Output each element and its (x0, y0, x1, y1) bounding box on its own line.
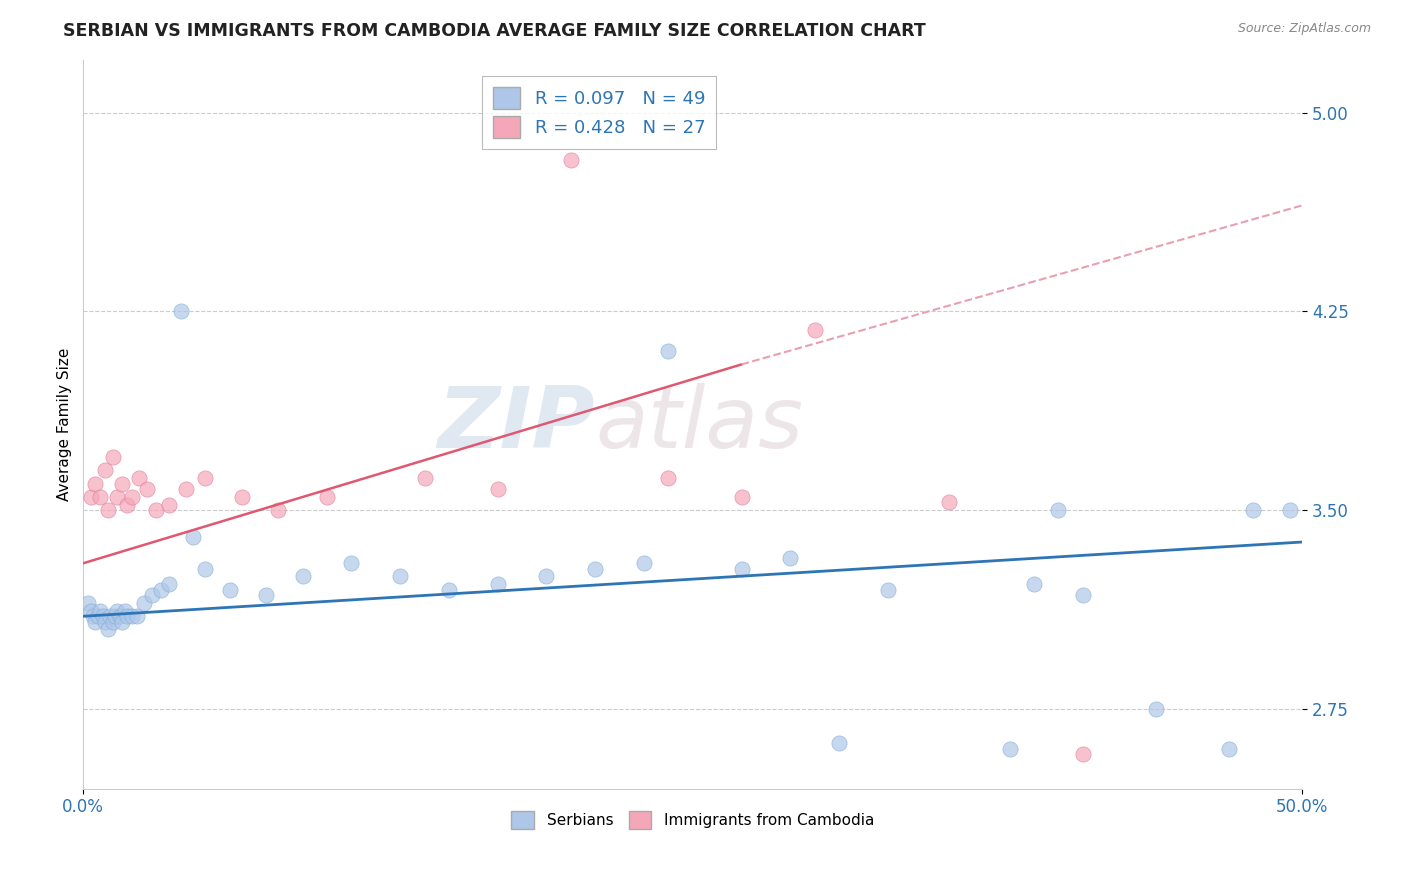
Point (98, 609, 121, 624)
Point (437, 582, 460, 597)
Point (108, 609, 131, 624)
Point (876, 582, 898, 597)
Point (121, 490, 143, 504)
Point (938, 495, 960, 509)
Point (107, 604, 129, 618)
Point (291, 569, 314, 583)
Point (87, 609, 110, 624)
Point (1071, 747, 1094, 761)
Point (89, 490, 111, 504)
Point (125, 609, 148, 624)
Point (1218, 741, 1240, 756)
Point (82, 609, 104, 624)
Point (114, 604, 136, 618)
Point (115, 609, 138, 624)
Point (107, 490, 129, 504)
Point (254, 588, 277, 602)
Text: Source: ZipAtlas.com: Source: ZipAtlas.com (1237, 22, 1371, 36)
Point (1144, 702, 1167, 716)
Point (536, 569, 558, 583)
Text: atlas: atlas (595, 383, 803, 466)
Point (657, 344, 679, 359)
Point (94, 463, 117, 477)
Point (730, 490, 752, 504)
Point (101, 450, 124, 465)
Legend: Serbians, Immigrants from Cambodia: Serbians, Immigrants from Cambodia (505, 805, 880, 836)
Point (181, 530, 204, 544)
Point (413, 471, 436, 485)
Point (128, 471, 150, 485)
Y-axis label: Average Family Size: Average Family Size (58, 347, 72, 500)
Point (145, 503, 167, 517)
Point (79, 490, 101, 504)
Point (77, 596, 100, 610)
Point (141, 588, 163, 602)
Text: ZIP: ZIP (437, 383, 595, 466)
Point (583, 561, 606, 575)
Point (89, 604, 111, 618)
Point (134, 596, 156, 610)
Point (779, 550, 801, 565)
Point (1022, 577, 1045, 591)
Point (111, 615, 134, 629)
Point (340, 556, 363, 570)
Point (486, 577, 509, 591)
Point (633, 556, 655, 570)
Point (170, 304, 193, 318)
Point (218, 582, 240, 597)
Point (157, 498, 180, 512)
Point (194, 471, 217, 485)
Point (194, 561, 217, 575)
Point (101, 615, 124, 629)
Point (79, 604, 101, 618)
Point (135, 482, 157, 496)
Point (97, 623, 120, 637)
Point (560, 153, 582, 168)
Point (828, 736, 851, 750)
Point (115, 498, 138, 512)
Point (111, 476, 134, 491)
Point (730, 561, 752, 575)
Point (267, 503, 290, 517)
Point (998, 741, 1021, 756)
Text: SERBIAN VS IMMIGRANTS FROM CAMBODIA AVERAGE FAMILY SIZE CORRELATION CHART: SERBIAN VS IMMIGRANTS FROM CAMBODIA AVER… (63, 22, 927, 40)
Point (389, 569, 412, 583)
Point (1071, 588, 1094, 602)
Point (121, 609, 143, 624)
Point (1243, 503, 1265, 517)
Point (91, 609, 114, 624)
Point (316, 490, 339, 504)
Point (150, 582, 173, 597)
Point (657, 471, 679, 485)
Point (803, 323, 825, 337)
Point (104, 609, 127, 624)
Point (486, 482, 509, 496)
Point (174, 482, 197, 496)
Point (157, 577, 180, 591)
Point (94, 615, 117, 629)
Point (84, 476, 107, 491)
Point (97, 503, 120, 517)
Point (231, 490, 253, 504)
Point (1279, 503, 1302, 517)
Point (84, 615, 107, 629)
Point (1047, 503, 1070, 517)
